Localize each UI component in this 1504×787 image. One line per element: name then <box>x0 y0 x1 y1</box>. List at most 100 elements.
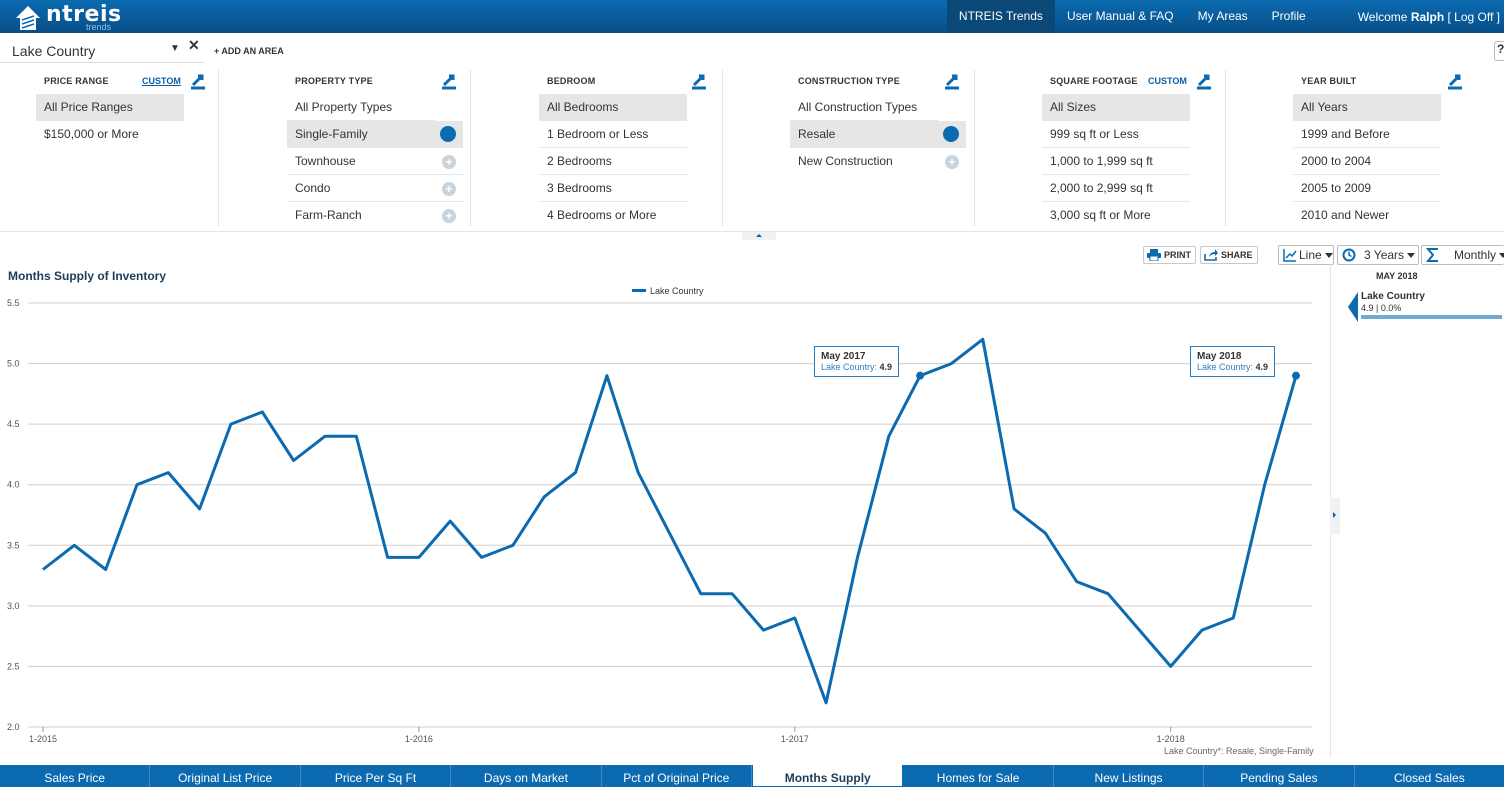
filter-option-selected[interactable]: Resale <box>790 121 966 148</box>
tab-months-supply[interactable]: Months Supply <box>752 765 904 787</box>
custom-link[interactable]: CUSTOM <box>1148 76 1187 86</box>
filter-option[interactable]: 2,000 to 2,999 sq ft <box>1042 175 1190 202</box>
filter-option[interactable]: 2 Bedrooms <box>539 148 687 175</box>
filter-title: CONSTRUCTION TYPE <box>798 76 900 86</box>
edit-filter-icon[interactable] <box>188 71 208 91</box>
sigma-icon <box>1426 248 1438 262</box>
time-range-value: 3 Years <box>1364 248 1405 262</box>
add-plus-icon[interactable]: + <box>945 155 959 169</box>
ntreis-logo[interactable]: ntreis trends <box>14 2 122 32</box>
edit-filter-icon[interactable] <box>689 71 709 91</box>
side-date: MAY 2018 <box>1376 271 1418 281</box>
chevron-down-icon <box>1324 253 1333 259</box>
tooltip-value: 4.9 <box>1255 362 1269 372</box>
add-plus-icon[interactable]: + <box>442 209 456 223</box>
filter-option[interactable]: All Price Ranges <box>36 94 184 121</box>
filter-option[interactable]: 3,000 sq ft or More <box>1050 208 1151 222</box>
filter-option[interactable]: 2010 and Newer <box>1301 208 1390 222</box>
filter-square-footage: SQUARE FOOTAGE CUSTOM All Sizes 999 sq f… <box>1042 66 1212 230</box>
share-button[interactable]: SHARE <box>1200 246 1258 264</box>
side-series-bar <box>1361 315 1502 319</box>
filter-option[interactable]: Condo <box>287 175 463 202</box>
time-range-select[interactable]: 3 Years <box>1337 245 1419 265</box>
add-plus-icon[interactable]: + <box>442 155 456 169</box>
line-chart: 2.0 2.5 3.0 3.5 4.0 4.5 5.0 5.5 1-2015 1-2016 1-20… <box>7 286 1312 744</box>
nav-user-manual[interactable]: User Manual & FAQ <box>1066 9 1174 23</box>
selected-dot-icon[interactable] <box>943 126 959 142</box>
filter-option[interactable]: 1999 and Before <box>1293 121 1441 148</box>
filter-option-selected[interactable]: All Bedrooms <box>539 94 687 121</box>
filter-option[interactable]: 2005 to 2009 <box>1293 175 1441 202</box>
printer-icon <box>1147 249 1161 261</box>
side-panel-toggle[interactable] <box>1330 498 1340 534</box>
filter-option[interactable]: New Construction <box>798 154 893 168</box>
chart-tooltip: May 2017 Lake Country: 4.9 <box>814 346 900 377</box>
logoff-link[interactable]: [ Log Off ] <box>1447 9 1500 24</box>
selected-dot-icon[interactable] <box>440 126 456 142</box>
series-line-lake-country <box>42 337 1298 705</box>
tab-pending-sales[interactable]: Pending Sales <box>1204 765 1355 787</box>
collapse-filters-toggle[interactable] <box>742 232 776 240</box>
area-name: Lake Country <box>12 43 96 59</box>
side-series-name: Lake Country <box>1361 291 1425 302</box>
tooltip-date: May 2018 <box>1197 351 1242 362</box>
edit-filter-icon[interactable] <box>942 71 962 91</box>
filter-property-type: PROPERTY TYPE All Property Types Single-… <box>287 66 463 230</box>
main-nav: NTREIS Trends User Manual & FAQ My Areas… <box>946 0 1504 33</box>
chart-type-select[interactable]: Line <box>1278 245 1334 265</box>
filter-option[interactable]: 1 Bedroom or Less <box>539 121 687 148</box>
filter-option[interactable]: 4 Bedrooms or More <box>547 208 657 222</box>
filter-option[interactable]: Townhouse <box>287 148 463 175</box>
top-nav-bar: ntreis trends NTREIS Trends User Manual … <box>0 0 1504 33</box>
y-tick-label: 2.0 <box>7 722 20 732</box>
share-label: SHARE <box>1221 250 1253 260</box>
filter-option[interactable]: $150,000 or More <box>44 127 139 141</box>
add-plus-icon[interactable]: + <box>442 182 456 196</box>
pointer-arrow-icon <box>1348 292 1358 322</box>
help-icon[interactable]: ? <box>1494 41 1504 61</box>
nav-my-areas[interactable]: My Areas <box>1197 9 1248 23</box>
print-button[interactable]: PRINT <box>1143 246 1196 264</box>
filter-option[interactable]: 2000 to 2004 <box>1293 148 1441 175</box>
tab-closed-sales[interactable]: Closed Sales <box>1394 771 1465 785</box>
chevron-down-icon[interactable]: ▼ <box>170 43 180 54</box>
tab-price-per-sq-ft[interactable]: Price Per Sq Ft <box>301 765 452 787</box>
tab-days-on-market[interactable]: Days on Market <box>451 765 602 787</box>
y-tick-label: 4.5 <box>7 419 20 429</box>
filter-option[interactable]: All Property Types <box>287 94 435 121</box>
edit-filter-icon[interactable] <box>439 71 459 91</box>
edit-filter-icon[interactable] <box>1445 71 1465 91</box>
filter-option[interactable]: 3 Bedrooms <box>539 175 687 202</box>
edit-filter-icon[interactable] <box>1194 71 1214 91</box>
divider <box>974 70 975 226</box>
tab-new-listings[interactable]: New Listings <box>1054 765 1205 787</box>
filter-option[interactable]: Farm-Ranch <box>295 208 362 222</box>
x-tick-label: 1-2015 <box>29 734 57 744</box>
chart-grid <box>28 302 1312 728</box>
tab-pct-of-original-price[interactable]: Pct of Original Price <box>602 765 753 787</box>
highlight-point <box>916 371 925 380</box>
interval-select[interactable]: Monthly <box>1421 245 1504 265</box>
user-name: Ralph <box>1410 9 1445 24</box>
area-selector[interactable]: Lake Country ▼ <box>0 37 204 63</box>
remove-area-icon[interactable]: ✕ <box>188 37 200 53</box>
tooltip-value: 4.9 <box>879 362 893 372</box>
filter-title: SQUARE FOOTAGE <box>1050 76 1138 86</box>
filter-title: BEDROOM <box>547 76 596 86</box>
filter-option[interactable]: All Construction Types <box>790 94 938 121</box>
tab-sales-price[interactable]: Sales Price <box>0 765 151 787</box>
nav-ntreis-trends[interactable]: NTREIS Trends <box>946 0 1055 33</box>
tab-homes-for-sale[interactable]: Homes for Sale <box>903 765 1054 787</box>
filter-option-selected[interactable]: Single-Family <box>287 121 463 148</box>
y-tick-label: 5.5 <box>7 298 20 308</box>
filter-option[interactable]: 1,000 to 1,999 sq ft <box>1042 148 1190 175</box>
tab-original-list-price[interactable]: Original List Price <box>150 765 301 787</box>
add-area-link[interactable]: + ADD AN AREA <box>214 46 284 56</box>
custom-link[interactable]: CUSTOM <box>142 76 181 86</box>
nav-profile[interactable]: Profile <box>1271 9 1306 23</box>
tooltip-date: May 2017 <box>821 351 866 362</box>
filter-option-selected[interactable]: All Years <box>1293 94 1441 121</box>
filter-option[interactable]: 999 sq ft or Less <box>1042 121 1190 148</box>
filter-option-selected[interactable]: All Sizes <box>1042 94 1190 121</box>
filter-year-built: YEAR BUILT All Years 1999 and Before 200… <box>1293 66 1469 230</box>
